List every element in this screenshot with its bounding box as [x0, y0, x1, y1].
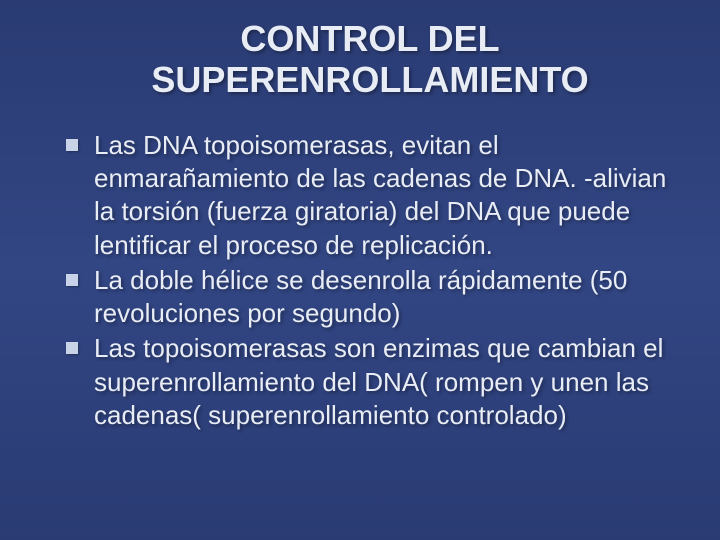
bullet-item: La doble hélice se desenrolla rápidament… [60, 264, 680, 331]
title-line-1: CONTROL DEL [240, 18, 499, 59]
bullet-item: Las topoisomerasas son enzimas que cambi… [60, 332, 680, 432]
title-line-2: SUPERENROLLAMIENTO [151, 59, 588, 100]
bullet-item: Las DNA topoisomerasas, evitan el enmara… [60, 129, 680, 262]
bullet-list: Las DNA topoisomerasas, evitan el enmara… [60, 129, 680, 432]
slide-title: CONTROL DEL SUPERENROLLAMIENTO [60, 18, 680, 101]
slide: CONTROL DEL SUPERENROLLAMIENTO Las DNA t… [0, 0, 720, 540]
